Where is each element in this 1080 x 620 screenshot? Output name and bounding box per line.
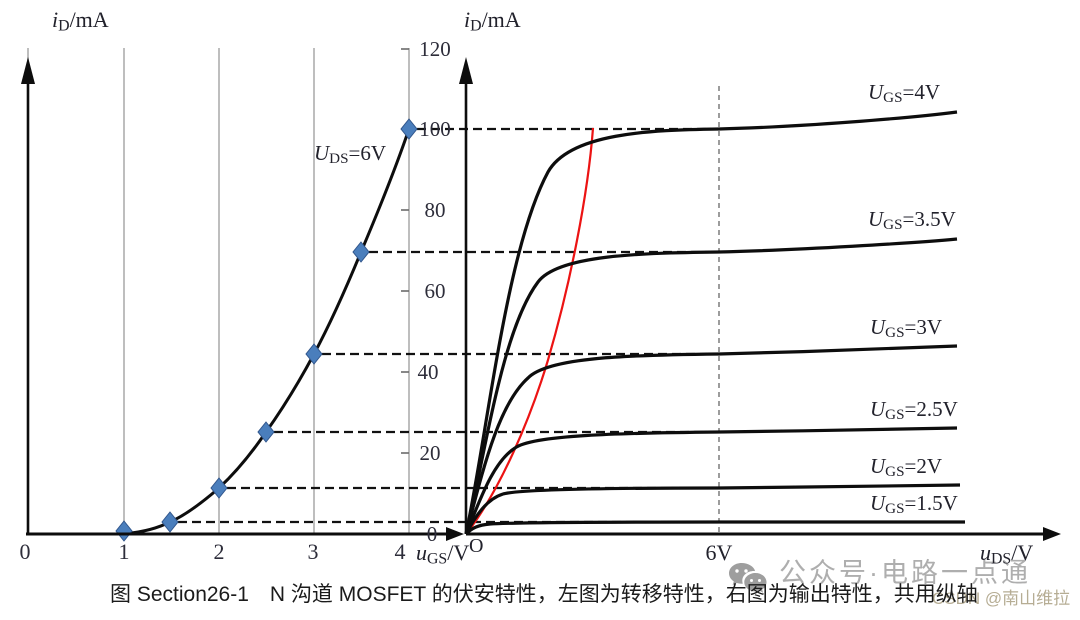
left-y-axis-label: iD/mA bbox=[52, 7, 109, 35]
y-tick-60: 60 bbox=[424, 279, 446, 303]
figure-caption: 图 Section26-1 N 沟道 MOSFET 的伏安特性，左图为转移特性，… bbox=[110, 583, 978, 606]
curve-label-2p5v: UGS=2.5V bbox=[870, 397, 958, 424]
right-x-axis-label: uDS/V bbox=[980, 540, 1034, 568]
gridlines bbox=[27, 48, 410, 534]
x-tick-2: 2 bbox=[213, 539, 225, 564]
x-tick-4: 4 bbox=[394, 539, 406, 564]
x-tick-3: 3 bbox=[307, 539, 319, 564]
y-tick-80: 80 bbox=[424, 198, 446, 222]
output-curve-4v bbox=[464, 110, 958, 535]
output-curve-2p5v bbox=[464, 426, 958, 535]
y-tick-40: 40 bbox=[417, 360, 439, 384]
x-tick-0: 0 bbox=[19, 539, 31, 564]
origin-label: O bbox=[469, 535, 484, 557]
axis-arrowheads bbox=[21, 57, 1061, 541]
y-tick-0: 0 bbox=[426, 522, 438, 546]
output-curves bbox=[464, 110, 965, 536]
output-curve-2v bbox=[464, 483, 961, 535]
curve-label-2v: UGS=2V bbox=[870, 454, 943, 481]
curve-label-3p5v: UGS=3.5V bbox=[868, 207, 956, 234]
output-curve-3v bbox=[464, 344, 958, 535]
x-tick-6v: 6V bbox=[705, 540, 733, 565]
wechat-icon bbox=[727, 561, 771, 597]
output-curve-1p5v bbox=[464, 520, 965, 536]
left-x-axis-label: uGS/V bbox=[416, 540, 470, 568]
curve-label-1p5v: UGS=1.5V bbox=[870, 491, 958, 518]
right-y-axis-label: iD/mA bbox=[464, 7, 521, 35]
y-tick-100: 100 bbox=[419, 117, 451, 141]
saturation-boundary-curve bbox=[466, 127, 595, 534]
curve-label-4v: UGS=4V bbox=[868, 80, 941, 107]
y-tick-20: 20 bbox=[419, 441, 441, 465]
output-curve-3p5v bbox=[464, 237, 958, 535]
data-point-markers bbox=[115, 118, 418, 542]
watermark-csdn-text: CSDN @南山维拉 bbox=[932, 589, 1071, 608]
transfer-condition-label: UDS=6V bbox=[314, 141, 387, 168]
transfer-curve bbox=[100, 128, 411, 536]
curve-label-3v: UGS=3V bbox=[870, 315, 943, 342]
axes bbox=[26, 78, 1046, 536]
y-tick-120: 120 bbox=[419, 37, 451, 61]
watermark-wechat-text: 公众号·电路一点通 bbox=[779, 558, 1031, 588]
x-tick-1: 1 bbox=[118, 539, 130, 564]
